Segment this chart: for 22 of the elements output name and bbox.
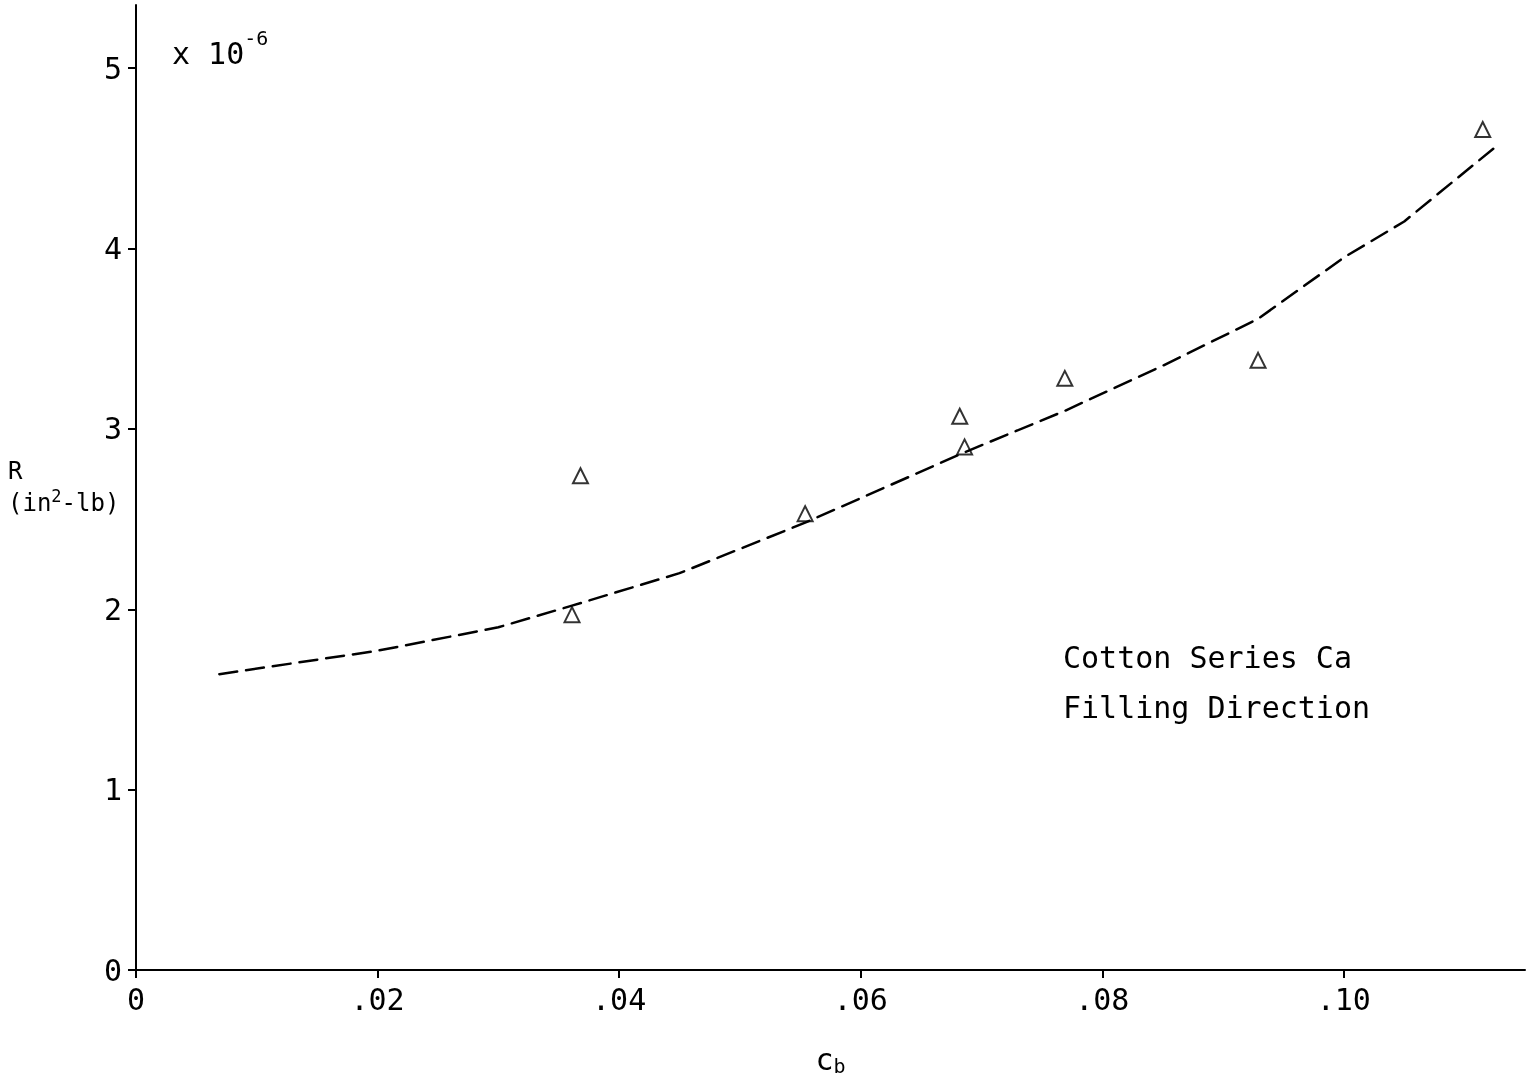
x-tick-label: .10 <box>1316 981 1371 1017</box>
y-tick-label: 0 <box>103 952 122 988</box>
x-tick-label: .04 <box>592 981 647 1017</box>
point <box>951 407 969 425</box>
annotation: Cotton Series Ca Filling Direction <box>1063 639 1371 725</box>
x-tick-label: .06 <box>833 981 888 1017</box>
point <box>1474 120 1492 138</box>
line-series <box>218 146 1497 676</box>
y-tick-label: 3 <box>103 411 122 447</box>
point <box>563 606 581 624</box>
y-tick-label: 1 <box>103 772 122 808</box>
x-tick-label: .02 <box>350 981 405 1017</box>
x-tick-label: 0 <box>126 981 146 1017</box>
point <box>1249 351 1267 369</box>
point <box>1056 369 1074 387</box>
x-tick-label: .08 <box>1075 981 1130 1017</box>
y-tick-label: 4 <box>103 231 122 266</box>
point <box>796 505 814 523</box>
y-tick-label: 2 <box>103 591 122 627</box>
y-tick-label: 5 <box>103 50 122 86</box>
point <box>571 467 589 485</box>
point <box>956 438 974 456</box>
